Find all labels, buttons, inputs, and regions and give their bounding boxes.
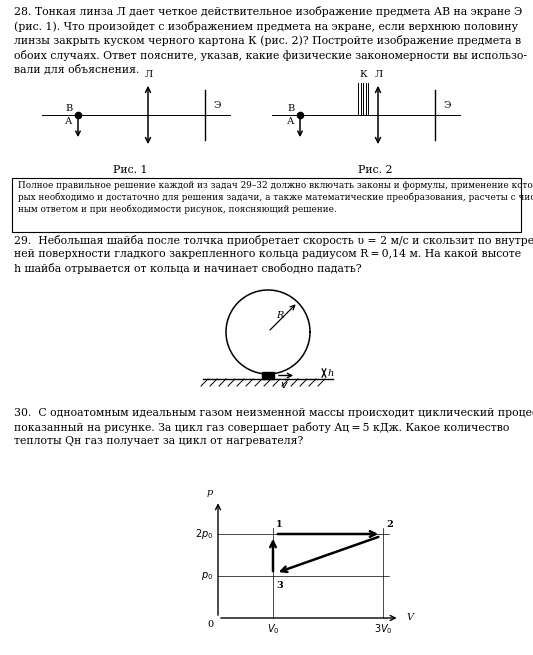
Text: $2p_0$: $2p_0$ xyxy=(195,527,213,541)
Text: Э: Э xyxy=(213,100,221,109)
FancyBboxPatch shape xyxy=(12,178,521,232)
Text: 29.  Небольшая шайба после толчка приобретает скорость υ = 2 м/с и скользит по в: 29. Небольшая шайба после толчка приобре… xyxy=(14,235,533,274)
Text: Полное правильное решение каждой из задач 29–32 должно включать законы и формулы: Полное правильное решение каждой из зада… xyxy=(18,181,533,214)
Text: 1: 1 xyxy=(276,520,282,529)
Bar xyxy=(262,372,274,379)
Text: А: А xyxy=(287,117,295,126)
Text: А: А xyxy=(66,117,72,126)
Text: К: К xyxy=(359,70,367,79)
Text: $3V_0$: $3V_0$ xyxy=(374,622,392,636)
Text: $V_0$: $V_0$ xyxy=(266,622,279,636)
Text: 30.  С одноатомным идеальным газом неизменной массы происходит циклический проце: 30. С одноатомным идеальным газом неизме… xyxy=(14,408,533,446)
Text: Л: Л xyxy=(145,70,153,79)
Text: Э: Э xyxy=(443,100,450,109)
Text: Л: Л xyxy=(375,70,383,79)
Text: $p_0$: $p_0$ xyxy=(201,570,213,582)
Text: p: p xyxy=(207,489,213,497)
Text: $\vec{v}$: $\vec{v}$ xyxy=(280,377,289,391)
Text: V: V xyxy=(407,614,414,622)
Text: В: В xyxy=(287,104,295,113)
Text: Рис. 2: Рис. 2 xyxy=(358,165,392,175)
Text: 2: 2 xyxy=(386,520,393,529)
Text: h: h xyxy=(328,369,334,377)
Text: Рис. 1: Рис. 1 xyxy=(113,165,147,175)
Text: 28. Тонкая линза Л дает четкое действительное изображение предмета АВ на экране : 28. Тонкая линза Л дает четкое действите… xyxy=(14,6,527,75)
Text: R: R xyxy=(276,312,284,320)
Text: 3: 3 xyxy=(276,581,282,590)
Text: 0: 0 xyxy=(207,620,213,629)
Text: В: В xyxy=(66,104,72,113)
